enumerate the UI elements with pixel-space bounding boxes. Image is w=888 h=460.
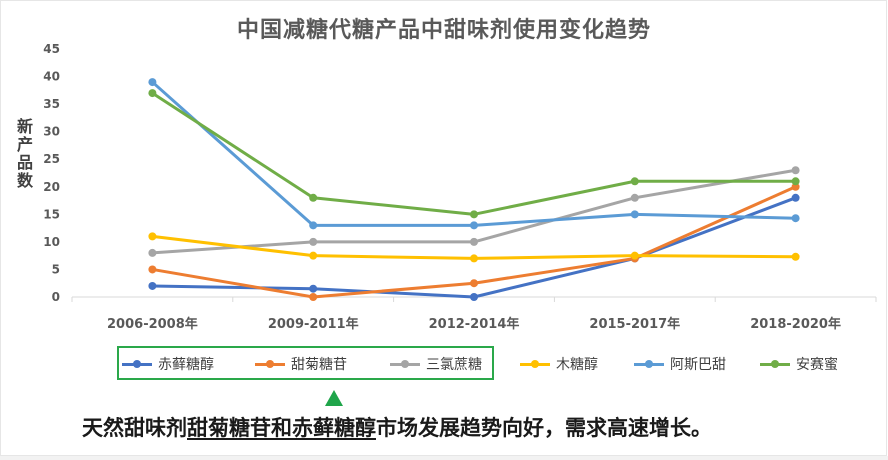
conclusion-part1: 天然甜味剂 bbox=[82, 416, 187, 440]
y-tick-label: 15 bbox=[43, 207, 60, 221]
data-point bbox=[148, 78, 157, 87]
legend-swatch-icon bbox=[390, 358, 420, 370]
legend-swatch-icon bbox=[520, 358, 550, 370]
conclusion-part3: 市场发展趋势向好，需求高速增长。 bbox=[376, 416, 712, 440]
highlight-arrow-icon bbox=[325, 390, 343, 406]
data-point bbox=[309, 193, 318, 202]
data-point bbox=[470, 237, 478, 246]
legend-label: 三氯蔗糖 bbox=[426, 357, 482, 373]
series-木糖醇 bbox=[148, 232, 800, 263]
data-point bbox=[309, 284, 318, 293]
data-point bbox=[791, 214, 800, 223]
y-tick-label: 35 bbox=[43, 97, 60, 111]
legend-item: 甜菊糖苷 bbox=[255, 353, 347, 375]
y-tick-label: 45 bbox=[43, 42, 60, 56]
data-point bbox=[470, 293, 478, 301]
y-tick-label: 40 bbox=[43, 70, 60, 84]
data-point bbox=[630, 193, 639, 202]
data-point bbox=[148, 232, 157, 241]
series-line bbox=[150, 80, 798, 227]
legend-highlight-box bbox=[117, 346, 494, 380]
data-point bbox=[309, 293, 318, 301]
y-tick-label: 20 bbox=[43, 180, 60, 194]
series-layer bbox=[148, 78, 800, 301]
x-tick-label: 2018-2020年 bbox=[750, 316, 841, 332]
legend-item: 木糖醇 bbox=[520, 353, 598, 375]
series-line bbox=[150, 91, 798, 216]
x-tick-label: 2015-2017年 bbox=[589, 316, 680, 332]
legend-swatch-icon bbox=[760, 358, 790, 370]
series-阿斯巴甜 bbox=[148, 78, 800, 230]
data-point bbox=[309, 237, 318, 246]
legend-swatch-icon bbox=[634, 358, 664, 370]
y-tick-label: 5 bbox=[52, 262, 60, 276]
conclusion-highlight: 甜菊糖苷和赤藓糖醇 bbox=[187, 416, 376, 440]
data-point bbox=[630, 251, 639, 260]
data-point bbox=[630, 177, 639, 186]
series-安赛蜜 bbox=[148, 89, 800, 219]
data-point bbox=[470, 210, 478, 219]
legend-swatch-icon bbox=[255, 358, 285, 370]
y-axis-label: 新产品数 bbox=[14, 118, 33, 190]
data-point bbox=[791, 182, 800, 191]
chart-title: 中国减糖代糖产品中甜味剂使用变化趋势 bbox=[236, 18, 651, 43]
data-point bbox=[470, 254, 478, 263]
legend-item: 三氯蔗糖 bbox=[390, 353, 482, 375]
data-point bbox=[309, 251, 318, 260]
axes: 0 5 10 15 20 25 30 35 40 45 2006-2008年 2009-2011年 20… bbox=[43, 42, 877, 332]
data-point bbox=[470, 279, 478, 288]
data-point bbox=[791, 177, 800, 186]
legend-label: 甜菊糖苷 bbox=[291, 357, 347, 373]
data-point bbox=[470, 221, 478, 230]
y-tick-label: 25 bbox=[43, 152, 60, 166]
legend-label: 木糖醇 bbox=[556, 357, 598, 373]
data-point bbox=[309, 221, 318, 230]
conclusion-text: 天然甜味剂甜菊糖苷和赤藓糖醇市场发展趋势向好，需求高速增长。 bbox=[82, 412, 712, 442]
x-tick-label: 2012-2014年 bbox=[429, 316, 520, 332]
x-tick-label: 2009-2011年 bbox=[268, 316, 359, 332]
data-point bbox=[148, 248, 157, 257]
data-point bbox=[791, 193, 800, 202]
data-point bbox=[630, 210, 639, 219]
legend-item: 阿斯巴甜 bbox=[634, 353, 726, 375]
y-tick-label: 30 bbox=[43, 125, 60, 139]
series-甜菊糖苷 bbox=[148, 182, 800, 301]
legend-swatch-icon bbox=[122, 358, 152, 370]
legend-label: 安赛蜜 bbox=[796, 357, 838, 373]
data-point bbox=[148, 265, 157, 274]
series-三氯蔗糖 bbox=[148, 166, 800, 257]
legend-label: 赤藓糖醇 bbox=[158, 357, 214, 373]
legend-label: 阿斯巴甜 bbox=[670, 357, 726, 373]
y-tick-label: 0 bbox=[52, 290, 60, 304]
data-point bbox=[148, 89, 157, 98]
data-point bbox=[791, 166, 800, 175]
y-tick-label: 10 bbox=[43, 235, 60, 249]
bottom-divider bbox=[0, 456, 888, 460]
x-tick-label: 2006-2008年 bbox=[107, 316, 198, 332]
data-point bbox=[148, 281, 157, 290]
legend-item: 安赛蜜 bbox=[760, 353, 838, 375]
legend-item: 赤藓糖醇 bbox=[122, 353, 214, 375]
data-point bbox=[791, 252, 800, 261]
